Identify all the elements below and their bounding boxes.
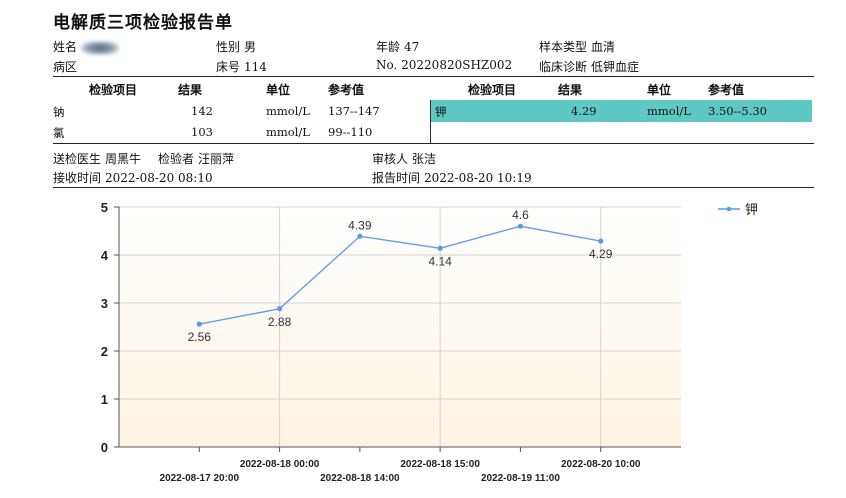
- series-line: [199, 225, 601, 325]
- x-tick-label: 2022-08-17 20:00: [160, 473, 240, 484]
- item-result: 103: [191, 125, 213, 139]
- data-point: [357, 233, 363, 239]
- col-header-ref-left: 参考值: [328, 83, 365, 97]
- item-result: 142: [191, 104, 213, 118]
- col-header-result-left: 结果: [178, 83, 203, 97]
- data-label: 2.56: [188, 330, 212, 344]
- diagnosis-value: 低钾血症: [591, 60, 640, 74]
- footer-divider: [53, 187, 814, 188]
- data-point: [517, 223, 524, 229]
- diagnosis: 临床诊断 低钾血症: [539, 58, 639, 75]
- received-value: 2022-08-20 08:10: [105, 171, 213, 185]
- sex-value: 男: [244, 40, 257, 54]
- item-result: 4.29: [571, 104, 597, 118]
- bed-label: 床号: [216, 60, 241, 74]
- item-name: 钠: [53, 105, 65, 119]
- item-name: 钾: [435, 105, 447, 119]
- y-tick-label: 5: [101, 200, 108, 215]
- reviewer-label: 审核人: [372, 152, 409, 166]
- item-reference: 99--110: [328, 125, 373, 139]
- item-unit: mmol/L: [266, 125, 310, 139]
- name-redacted: [81, 40, 120, 55]
- bed-value: 114: [244, 60, 267, 74]
- data-point: [196, 321, 202, 327]
- y-tick-label: 0: [101, 440, 108, 455]
- x-tick-label: 2022-08-20 10:00: [561, 459, 641, 470]
- data-label: 4.29: [589, 247, 613, 261]
- ward-label: 病区: [53, 60, 78, 74]
- patient-age: 年龄 47: [376, 38, 419, 55]
- y-tick-label: 1: [101, 392, 108, 407]
- report-number: No. 20220820SHZ002: [376, 58, 513, 72]
- reported-label: 报告时间: [372, 171, 421, 185]
- y-tick-label: 4: [101, 248, 109, 263]
- series-potassium: 2.56 2.88 4.39 4.14 4.6 4.29: [188, 208, 613, 344]
- page-title: 电解质三项检验报告单: [53, 13, 233, 33]
- examiner-label: 检验者: [158, 152, 195, 166]
- name-label: 姓名: [53, 40, 78, 54]
- x-tick-label: 2022-08-18 14:00: [320, 473, 400, 484]
- col-header-unit-right: 单位: [647, 83, 672, 97]
- col-header-result-right: 结果: [558, 83, 583, 97]
- table-bottom-divider: [53, 143, 814, 144]
- reviewer-value: 张洁: [412, 152, 437, 166]
- legend-marker: [726, 206, 732, 212]
- examiner-value: 汪丽萍: [198, 152, 235, 166]
- axes: [114, 206, 681, 452]
- data-point: [276, 306, 283, 312]
- x-tick-label: 2022-08-19 11:00: [481, 473, 560, 484]
- item-name: 氯: [53, 126, 65, 140]
- data-label: 4.14: [428, 254, 452, 268]
- abnormal-row-highlight: [431, 100, 812, 122]
- legend-label: 钾: [745, 202, 758, 217]
- sender-label: 送检医生: [53, 152, 102, 166]
- col-header-item-right: 检验项目: [468, 83, 517, 97]
- diagnosis-label: 临床诊断: [539, 60, 588, 74]
- data-label: 4.6: [512, 208, 529, 222]
- reported-value: 2022-08-20 10:19: [424, 171, 532, 185]
- reviewer: 审核人 张洁: [372, 150, 436, 167]
- sender-doctor: 送检医生 周黑牛: [53, 150, 141, 167]
- col-header-unit-left: 单位: [266, 83, 291, 97]
- patient-name: 姓名: [53, 38, 120, 55]
- ward: 病区: [53, 58, 81, 75]
- sender-value: 周黑牛: [105, 152, 142, 166]
- x-tick-label: 2022-08-18 15:00: [400, 459, 480, 470]
- bed: 床号 114: [216, 58, 267, 75]
- received-time: 接收时间 2022-08-20 08:10: [53, 169, 213, 186]
- data-label: 4.39: [348, 218, 372, 232]
- sample-type: 样本类型 血清: [539, 38, 615, 55]
- data-point: [598, 238, 604, 244]
- sample-type-label: 样本类型: [539, 40, 588, 54]
- data-point: [437, 245, 443, 251]
- grid-lines: [119, 206, 681, 447]
- item-unit: mmol/L: [266, 104, 310, 118]
- sex-label: 性别: [216, 40, 241, 54]
- received-label: 接收时间: [53, 171, 102, 185]
- y-tick-label: 3: [101, 296, 108, 311]
- col-header-item-left: 检验项目: [89, 83, 138, 97]
- y-tick-label: 2: [101, 344, 108, 359]
- col-header-ref-right: 参考值: [708, 83, 745, 97]
- examiner: 检验者 汪丽萍: [158, 150, 234, 167]
- plot-area: [119, 207, 681, 447]
- age-label: 年龄: [376, 40, 401, 54]
- sample-type-value: 血清: [591, 40, 616, 54]
- x-tick-label: 2022-08-18 00:00: [240, 459, 320, 470]
- table-column-divider: [430, 100, 431, 144]
- data-label: 2.88: [268, 315, 292, 329]
- header-divider: [53, 76, 814, 77]
- reported-time: 报告时间 2022-08-20 10:19: [372, 169, 532, 186]
- item-reference: 137--147: [328, 104, 380, 118]
- age-value: 47: [404, 40, 420, 54]
- patient-sex: 性别男: [216, 38, 256, 55]
- item-reference: 3.50--5.30: [708, 104, 767, 118]
- item-unit: mmol/L: [647, 104, 691, 118]
- legend: 钾: [718, 202, 758, 217]
